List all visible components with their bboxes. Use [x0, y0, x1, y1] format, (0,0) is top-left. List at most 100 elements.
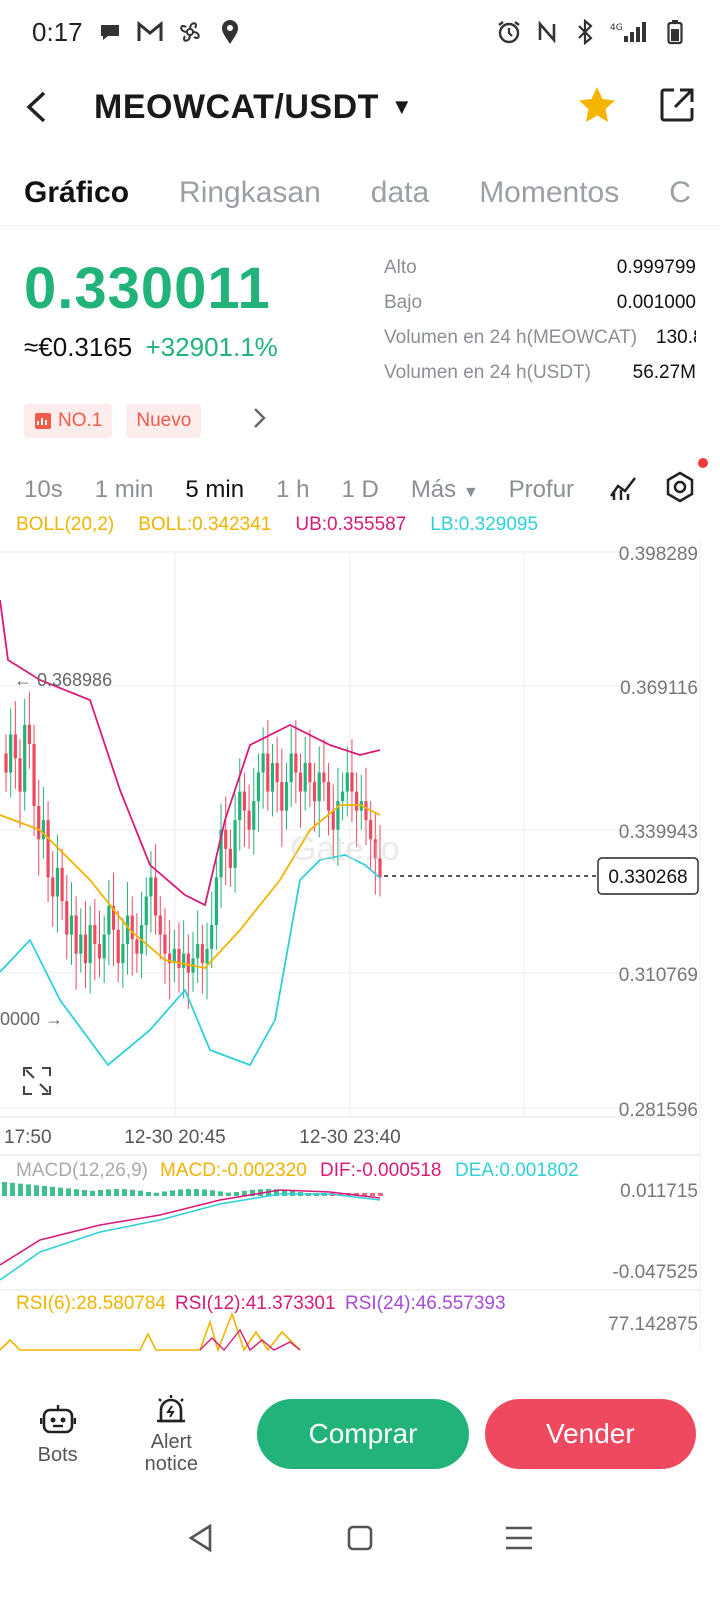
interval-1min[interactable]: 1 min [94, 476, 154, 503]
favorite-star-icon[interactable] [576, 84, 618, 131]
macd-histogram-bar [274, 1189, 279, 1196]
macd-histogram-bar [242, 1190, 247, 1196]
candle-body [326, 782, 331, 811]
macd-histogram-bar [218, 1191, 223, 1196]
tab-grafico[interactable]: Gráfico [24, 175, 130, 209]
interval-more[interactable]: Más ▼ [411, 476, 479, 504]
candle-body [224, 829, 228, 849]
candle-body [298, 772, 303, 792]
y-tick-label: 0.339943 [619, 822, 698, 843]
stat-value: 0.999799 [616, 256, 696, 278]
stat-row: Bajo 0.001000 [384, 285, 696, 320]
status-bar: 0:17 4G [0, 0, 720, 64]
nav-menu-icon[interactable] [504, 1525, 534, 1556]
boll-ub: UB:0.355587 [295, 514, 407, 535]
current-price-label: 0.330268 [608, 867, 687, 888]
signal-4g-icon: 4G [610, 19, 650, 45]
sell-button[interactable]: Vender [484, 1399, 696, 1469]
rsi12-value: RSI(12):41.373301 [175, 1293, 336, 1314]
candle-body [111, 905, 116, 930]
candle-body [37, 805, 41, 840]
candle-body [97, 944, 102, 959]
new-badge[interactable]: Nuevo [126, 404, 202, 438]
macd-histogram-bar [26, 1184, 31, 1196]
candle-body [200, 944, 204, 964]
candles [2, 691, 383, 1196]
system-nav-bar [0, 1480, 720, 1600]
buy-button[interactable]: Comprar [257, 1399, 469, 1469]
candle-body [9, 734, 13, 773]
candle-body [350, 772, 354, 792]
fullscreen-icon-path [23, 1067, 51, 1095]
price-chart[interactable]: 0.398289 0.369116 0.339943 0.310769 0.281596… [0, 540, 720, 1360]
candle-body [355, 791, 359, 811]
macd-dif: DIF:-0.000518 [320, 1160, 441, 1181]
y-tick-label: 0.281596 [619, 1100, 698, 1121]
ticker-stats: Alto 0.999799 Bajo 0.001000 Volumen en 24 … [384, 250, 696, 390]
chat-bubble-icon [97, 19, 123, 45]
interval-1d[interactable]: 1 D [341, 476, 379, 503]
tab-more-partial[interactable]: C [669, 175, 691, 209]
chevron-right-icon[interactable] [253, 407, 267, 436]
rsi6-line [0, 1311, 301, 1353]
tab-momentos[interactable]: Momentos [479, 175, 620, 209]
stat-value: 56.27M [632, 361, 696, 383]
alert-notice-button[interactable]: Alert notice [123, 1393, 219, 1475]
interval-1h[interactable]: 1 h [276, 476, 310, 503]
candle-body [186, 953, 190, 973]
candle-body [158, 915, 162, 935]
candle-body [219, 829, 223, 878]
macd-histogram-bar [170, 1190, 175, 1196]
stat-row: Volumen en 24 h(MEOWCAT) 130.86M [384, 320, 696, 355]
price-block: 0.330011 ≈€0.3165 +32901.1% [24, 255, 278, 363]
macd-dif-line [0, 1189, 381, 1266]
candle-body [121, 944, 125, 964]
macd-histogram-bar [146, 1191, 151, 1196]
nav-home-icon[interactable] [347, 1525, 373, 1556]
x-tick-label: 12-30 23:40 [299, 1127, 400, 1148]
boll-legend: BOLL(20,2) BOLL:0.342341 UB:0.355587 LB:… [16, 514, 538, 536]
current-price-box [597, 857, 699, 895]
candle-body [280, 782, 284, 811]
rsi6-value: RSI(6):28.580784 [16, 1293, 166, 1314]
candle-body [270, 763, 275, 792]
candle-body [163, 934, 167, 954]
macd-histogram-bar [2, 1182, 7, 1196]
rank-badge[interactable]: NO.1 [24, 404, 113, 438]
interval-selector: 10s 1 min 5 min 1 h 1 D Más ▼ Profur [24, 468, 720, 512]
candle-body [23, 724, 27, 792]
settings-hexagon-icon[interactable] [664, 471, 696, 510]
more-caret-icon: ▼ [462, 484, 479, 501]
candle-body [13, 734, 17, 759]
candle-body [261, 753, 265, 773]
depth-tab[interactable]: Profur [508, 476, 575, 503]
interval-10s[interactable]: 10s [24, 476, 63, 503]
share-icon[interactable] [658, 86, 696, 129]
macd-histogram-bar [90, 1190, 95, 1196]
candle-body [27, 724, 31, 744]
indicator-chart-icon[interactable] [608, 472, 638, 509]
pair-title[interactable]: MEOWCAT/USDT [94, 87, 379, 126]
nav-back-icon[interactable] [186, 1523, 216, 1558]
price-change: +32901.1% [145, 332, 278, 362]
bots-button[interactable]: Bots [24, 1402, 91, 1467]
tab-ringkasan[interactable]: Ringkasan [179, 175, 321, 209]
candle-body [172, 948, 176, 964]
chart-rank-icon [35, 413, 51, 429]
boll-lb: LB:0.329095 [430, 514, 539, 535]
candle-body [32, 743, 36, 806]
sub-price-line: ≈€0.3165 +32901.1% [24, 332, 278, 363]
macd-name: MACD(12,26,9) [16, 1160, 148, 1181]
pair-dropdown-caret-icon[interactable]: ▼ [390, 94, 413, 119]
candle-body [79, 934, 83, 954]
candle-body [228, 848, 232, 868]
macd-histogram-bar [378, 1193, 383, 1196]
back-arrow-icon[interactable] [24, 87, 64, 127]
tab-data[interactable]: data [370, 175, 430, 209]
macd-histogram-bar [58, 1187, 63, 1196]
candle-body [182, 953, 186, 968]
candle-body [275, 763, 279, 783]
candle-body [168, 953, 172, 964]
macd-histogram-bar [202, 1189, 207, 1196]
interval-5min[interactable]: 5 min [185, 476, 245, 503]
